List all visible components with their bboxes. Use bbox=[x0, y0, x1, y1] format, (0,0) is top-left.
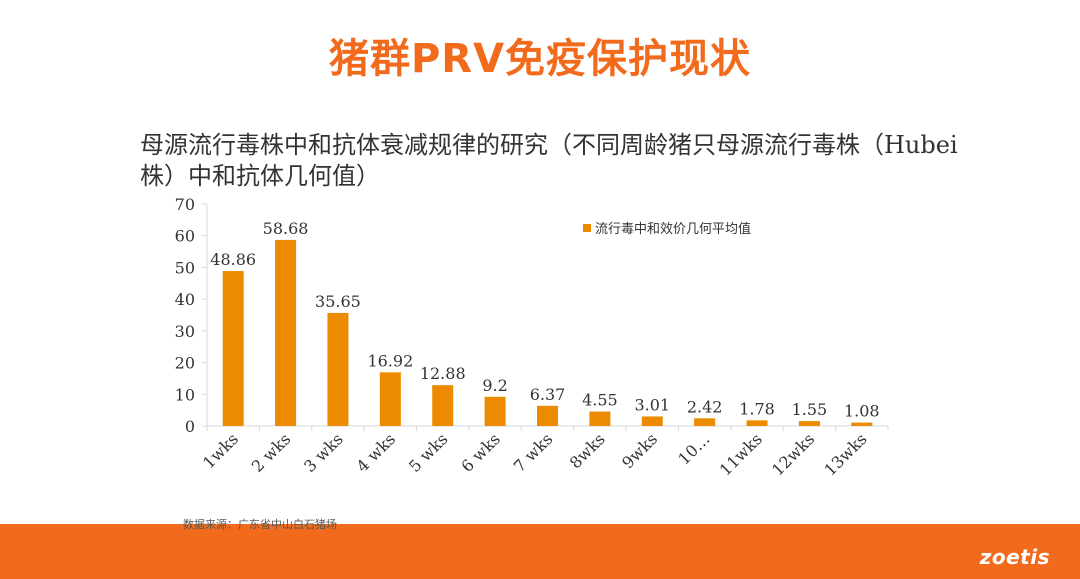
legend-label: 流行毒中和效价几何平均值 bbox=[595, 221, 751, 237]
x-tick-label: 2 wks bbox=[248, 429, 295, 476]
y-tick-label: 10 bbox=[175, 385, 195, 404]
x-tick-label: 13wks bbox=[820, 429, 870, 479]
source-note: 数据来源：广东省中山白石猪场 bbox=[183, 518, 337, 531]
y-tick-label: 60 bbox=[175, 227, 195, 246]
y-tick-label: 0 bbox=[185, 417, 195, 436]
bar bbox=[641, 416, 663, 426]
data-label: 6.37 bbox=[530, 385, 566, 404]
bar bbox=[379, 372, 401, 426]
data-label: 4.55 bbox=[582, 391, 618, 410]
x-tick-label: 11wks bbox=[716, 429, 766, 479]
x-tick-label: 4 wks bbox=[353, 429, 400, 476]
data-label: 2.42 bbox=[687, 397, 723, 416]
x-tick-label: 8wks bbox=[566, 429, 609, 472]
data-label: 58.68 bbox=[263, 219, 309, 238]
y-tick-label: 50 bbox=[175, 258, 195, 277]
zoetis-logo: zoetis bbox=[979, 545, 1050, 569]
x-tick-label: 9wks bbox=[618, 429, 661, 472]
legend-swatch bbox=[583, 224, 591, 232]
x-tick-label: 5 wks bbox=[405, 429, 452, 476]
x-tick-label: 12wks bbox=[768, 429, 818, 479]
footer-bar: 数据来源：广东省中山白石猪场 bbox=[0, 518, 1080, 579]
bar bbox=[537, 405, 558, 426]
y-tick-label: 70 bbox=[175, 195, 195, 214]
data-label: 1.08 bbox=[844, 402, 880, 421]
bar bbox=[694, 418, 716, 426]
bar bbox=[798, 421, 820, 426]
x-tick-label: 1wks bbox=[199, 429, 242, 472]
y-tick-label: 30 bbox=[175, 322, 195, 341]
y-tick-label: 40 bbox=[175, 290, 195, 309]
data-label: 35.65 bbox=[315, 292, 361, 311]
x-tick-label: 7 wks bbox=[510, 429, 557, 476]
bar bbox=[327, 312, 349, 426]
data-label: 9.2 bbox=[482, 376, 507, 395]
data-label: 3.01 bbox=[634, 395, 670, 414]
x-tick-label: 10… bbox=[674, 429, 713, 468]
x-tick-label: 6 wks bbox=[457, 429, 504, 476]
data-label: 12.88 bbox=[420, 364, 466, 383]
bar bbox=[275, 239, 297, 426]
bar bbox=[484, 396, 506, 426]
bar bbox=[589, 411, 611, 426]
data-label: 1.78 bbox=[739, 399, 775, 418]
data-label: 48.86 bbox=[210, 250, 256, 269]
bar bbox=[851, 422, 873, 426]
x-tick-label: 3 wks bbox=[300, 429, 347, 476]
chart-title: 母源流行毒株中和抗体衰减规律的研究（不同周龄猪只母源流行毒株（Hubei株）中和… bbox=[140, 131, 958, 190]
bar bbox=[432, 385, 454, 426]
bar bbox=[746, 420, 768, 426]
data-label: 1.55 bbox=[792, 400, 828, 419]
bar bbox=[222, 271, 244, 426]
data-label: 16.92 bbox=[367, 351, 413, 370]
slide-title: 猪群PRV免疫保护现状 bbox=[328, 36, 752, 82]
y-tick-label: 20 bbox=[175, 354, 195, 373]
